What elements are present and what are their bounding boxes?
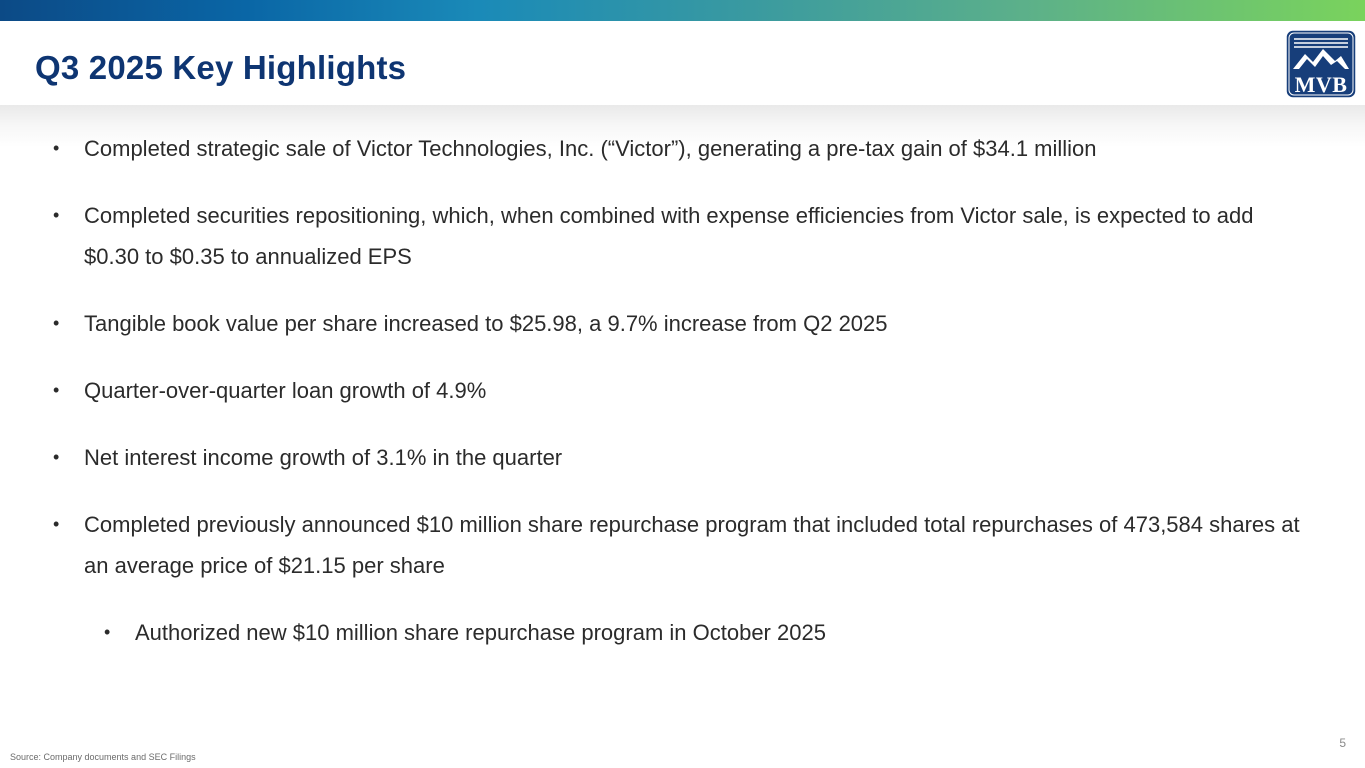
sub-bullet-item: • Authorized new $10 million share repur… (104, 612, 1313, 653)
bullet-item: • Net interest income growth of 3.1% in … (53, 437, 1313, 478)
bullet-text: Completed previously announced $10 milli… (84, 512, 1300, 578)
source-footnote: Source: Company documents and SEC Filing… (10, 752, 196, 762)
bullet-item: • Completed securities repositioning, wh… (53, 195, 1313, 277)
bullet-item: • Completed previously announced $10 mil… (53, 504, 1313, 586)
header-shadow (0, 105, 1365, 147)
logo-text: MVB (1294, 72, 1348, 97)
bullet-marker: • (53, 138, 60, 158)
mvb-logo: MVB (1285, 29, 1357, 99)
top-gradient-band (0, 0, 1365, 21)
bullet-text: Completed strategic sale of Victor Techn… (84, 136, 1097, 161)
bullet-item: • Completed strategic sale of Victor Tec… (53, 128, 1313, 169)
mountain-logo-icon (1285, 29, 1357, 99)
bullet-marker: • (53, 205, 60, 225)
bullet-marker: • (53, 447, 60, 467)
bullet-text: Completed securities repositioning, whic… (84, 203, 1254, 269)
bullet-text: Net interest income growth of 3.1% in th… (84, 445, 563, 470)
bullet-text: Tangible book value per share increased … (84, 311, 888, 336)
bullet-text: Quarter-over-quarter loan growth of 4.9% (84, 378, 487, 403)
page-number: 5 (1339, 736, 1346, 750)
highlights-list: • Completed strategic sale of Victor Tec… (53, 128, 1313, 679)
bullet-marker: • (53, 313, 60, 333)
bullet-marker: • (53, 514, 60, 534)
header-area (0, 21, 1365, 105)
bullet-item: • Tangible book value per share increase… (53, 303, 1313, 344)
bullet-text: Authorized new $10 million share repurch… (135, 620, 826, 645)
bullet-item: • Quarter-over-quarter loan growth of 4.… (53, 370, 1313, 411)
bullet-marker: • (53, 380, 60, 400)
bullet-marker: • (104, 622, 111, 642)
slide-title: Q3 2025 Key Highlights (35, 49, 407, 86)
